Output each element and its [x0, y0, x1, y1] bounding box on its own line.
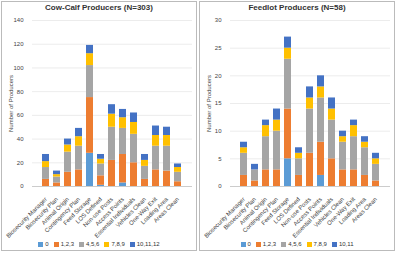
svg-text:Contingency Plan: Contingency Plan [241, 196, 280, 234]
svg-text:15: 15 [215, 100, 222, 106]
svg-text:Biosecurity Plan: Biosecurity Plan [24, 196, 60, 231]
svg-text:Contingency Plan: Contingency Plan [43, 196, 82, 234]
svg-text:Feed Storage: Feed Storage [260, 196, 291, 227]
html-text:1,2,3: 1,2,3 [262, 241, 277, 247]
svg-text:Loading Area: Loading Area [139, 196, 170, 226]
html-text:4,5,6: 4,5,6 [288, 241, 302, 247]
html-text:7,8,9: 7,8,9 [313, 241, 327, 247]
svg-text:One-Way Exit: One-Way Exit [325, 196, 357, 227]
svg-text:25: 25 [215, 45, 222, 51]
svg-text:Feed Storage: Feed Storage [62, 196, 93, 227]
svg-text:30: 30 [215, 17, 222, 23]
svg-text:LOS Defined: LOS Defined [272, 196, 302, 225]
svg-text:LOS Defined: LOS Defined [74, 196, 104, 225]
svg-text:Non-use Posts: Non-use Posts [280, 196, 313, 229]
html-text:0: 0 [45, 241, 49, 247]
html-text:10,11: 10,11 [338, 241, 354, 247]
svg-text:Biosecurity Plan: Biosecurity Plan [222, 196, 258, 231]
html-text:Cow-Calf Producers (N=303): Cow-Calf Producers (N=303) [45, 3, 153, 12]
svg-text:120: 120 [13, 41, 24, 47]
html-text:1,2,3: 1,2,3 [60, 241, 74, 247]
svg-text:Animal Origin: Animal Origin [40, 196, 71, 226]
svg-text:Animal Origin: Animal Origin [238, 196, 269, 226]
html-text:7,8,9: 7,8,9 [111, 241, 125, 247]
svg-text:20: 20 [215, 73, 222, 79]
svg-text:Vehicles Clean: Vehicles Clean [114, 196, 148, 229]
svg-text:40: 40 [17, 136, 24, 142]
svg-text:Loading Area: Loading Area [337, 196, 368, 226]
svg-text:5: 5 [218, 156, 222, 162]
svg-text:Areas Clean: Areas Clean [152, 196, 180, 224]
html-text:10,11,12: 10,11,12 [136, 241, 160, 247]
html-text:0: 0 [247, 241, 251, 247]
svg-text:80: 80 [17, 89, 24, 95]
svg-text:Non-use Posts: Non-use Posts [82, 196, 115, 229]
html-text:4,5,6: 4,5,6 [86, 241, 100, 247]
svg-text:Areas Clean: Areas Clean [350, 196, 378, 224]
svg-text:0: 0 [20, 183, 24, 189]
svg-text:60: 60 [17, 112, 24, 118]
svg-text:20: 20 [17, 160, 24, 166]
html-text:Feedlot Producers (N=58): Feedlot Producers (N=58) [248, 3, 346, 12]
svg-text:Access Points: Access Points [94, 196, 126, 227]
svg-text:Access Points: Access Points [292, 196, 324, 227]
svg-text:0: 0 [218, 183, 222, 189]
svg-text:100: 100 [13, 65, 24, 71]
svg-text:One-Way Exit: One-Way Exit [127, 196, 159, 227]
svg-text:140: 140 [13, 17, 24, 23]
svg-text:10: 10 [215, 128, 222, 134]
svg-text:Vehicles Clean: Vehicles Clean [312, 196, 346, 229]
svg-text:Number of Producers: Number of Producers [8, 75, 14, 132]
svg-text:Number of Producers: Number of Producers [206, 75, 212, 132]
